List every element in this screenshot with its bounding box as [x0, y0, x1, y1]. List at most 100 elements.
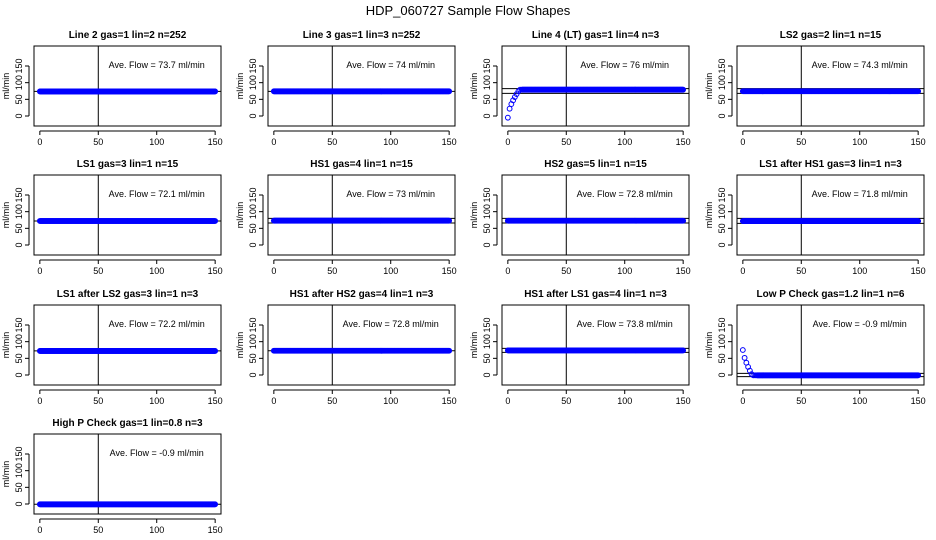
y-tick-label: 150 [248, 317, 258, 332]
data-point [446, 88, 453, 95]
panel-title: LS1 after HS1 gas=3 lin=1 n=3 [759, 159, 902, 170]
panel-5: LS1 gas=3 lin=1 n=15 Ave. Flow = 72.1 ml/… [1, 159, 223, 276]
data-point [446, 347, 453, 354]
panel-2: Line 3 gas=1 lin=3 n=252 Ave. Flow = 74 m… [235, 30, 457, 147]
y-axis-label: ml/min [469, 73, 479, 100]
panel-11: HS1 after LS1 gas=4 lin=1 n=3 Ave. Flow =… [469, 289, 691, 406]
panel-10: HS1 after HS2 gas=4 lin=1 n=3 Ave. Flow =… [235, 289, 457, 406]
average-flow-label: Ave. Flow = -0.9 ml/min [813, 319, 907, 329]
plot-frame [33, 304, 222, 386]
y-tick-label: 50 [14, 94, 24, 104]
plot-frame [33, 433, 222, 515]
x-tick-label: 100 [852, 266, 867, 276]
data-point [212, 218, 219, 224]
panel-1: Line 2 gas=1 lin=2 n=252 Ave. Flow = 73.7… [1, 30, 223, 147]
panel-title: LS2 gas=2 lin=1 n=15 [780, 30, 882, 41]
plot-frame [501, 174, 690, 256]
y-tick-label: 0 [717, 113, 727, 118]
data-point [212, 501, 219, 508]
y-tick-label: 50 [717, 353, 727, 363]
average-flow-label: Ave. Flow = 73 ml/min [346, 189, 435, 199]
x-tick-label: 50 [561, 137, 571, 147]
x-tick-label: 100 [149, 266, 164, 276]
y-tick-label: 0 [14, 242, 24, 247]
y-tick-label: 150 [717, 317, 727, 332]
y-axis-label: ml/min [704, 332, 714, 359]
plot-frame [736, 304, 925, 386]
x-tick-label: 100 [149, 525, 164, 535]
y-tick-label: 150 [717, 187, 727, 202]
panel-title: High P Check gas=1 lin=0.8 n=3 [52, 418, 203, 429]
y-axis-label: ml/min [1, 73, 11, 100]
panel-title: HS1 gas=4 lin=1 n=15 [310, 159, 413, 170]
x-tick-label: 50 [796, 396, 806, 406]
y-tick-label: 50 [482, 223, 492, 233]
x-tick-label: 50 [796, 137, 806, 147]
data-points [504, 217, 687, 224]
y-tick-label: 100 [14, 334, 24, 349]
x-tick-label: 0 [271, 137, 276, 147]
x-tick-label: 100 [149, 137, 164, 147]
y-tick-label: 100 [14, 463, 24, 478]
y-tick-label: 150 [14, 446, 24, 461]
y-axis-label: ml/min [704, 73, 714, 100]
panel-title: HS2 gas=5 lin=1 n=15 [544, 159, 647, 170]
data-point [212, 88, 219, 95]
panel-4: LS2 gas=2 lin=1 n=15 Ave. Flow = 74.3 ml/… [704, 30, 926, 147]
data-points [504, 86, 687, 121]
panel-title: LS1 gas=3 lin=1 n=15 [77, 159, 179, 170]
y-tick-label: 0 [14, 501, 24, 506]
x-tick-label: 150 [208, 137, 223, 147]
y-tick-label: 150 [482, 58, 492, 73]
average-flow-label: Ave. Flow = 71.8 ml/min [812, 189, 908, 199]
y-tick-label: 50 [248, 223, 258, 233]
x-tick-label: 0 [271, 266, 276, 276]
y-tick-label: 100 [248, 204, 258, 219]
data-points [36, 501, 219, 508]
x-tick-label: 0 [505, 266, 510, 276]
data-point [915, 372, 922, 379]
y-tick-label: 50 [482, 353, 492, 363]
y-tick-label: 100 [717, 334, 727, 349]
y-tick-label: 100 [248, 75, 258, 90]
y-tick-label: 50 [482, 94, 492, 104]
y-axis-label: ml/min [1, 461, 11, 488]
x-tick-label: 150 [208, 396, 223, 406]
panel-title: Line 4 (LT) gas=1 lin=4 n=3 [532, 30, 660, 41]
average-flow-label: Ave. Flow = 72.2 ml/min [109, 319, 205, 329]
y-axis-label: ml/min [1, 202, 11, 229]
y-axis-label: ml/min [235, 332, 245, 359]
x-tick-label: 0 [37, 525, 42, 535]
data-points [36, 218, 219, 224]
y-tick-label: 0 [482, 113, 492, 118]
data-points [739, 218, 922, 224]
y-tick-label: 100 [717, 75, 727, 90]
x-tick-label: 0 [37, 396, 42, 406]
data-points [36, 88, 219, 95]
average-flow-label: Ave. Flow = 72.8 ml/min [577, 189, 673, 199]
x-tick-label: 0 [505, 396, 510, 406]
panel-6: HS1 gas=4 lin=1 n=15 Ave. Flow = 73 ml/mi… [235, 159, 457, 276]
x-tick-label: 100 [617, 396, 632, 406]
y-tick-label: 0 [717, 372, 727, 377]
y-tick-label: 150 [14, 58, 24, 73]
y-axis-label: ml/min [704, 202, 714, 229]
data-points [36, 348, 219, 354]
y-tick-label: 100 [14, 204, 24, 219]
x-tick-label: 0 [271, 396, 276, 406]
y-tick-label: 0 [248, 372, 258, 377]
x-tick-label: 0 [740, 137, 745, 147]
data-points [270, 347, 453, 354]
y-tick-label: 0 [14, 113, 24, 118]
y-tick-label: 0 [482, 242, 492, 247]
y-tick-label: 100 [717, 204, 727, 219]
x-tick-label: 100 [383, 266, 398, 276]
panel-title: Line 3 gas=1 lin=3 n=252 [303, 30, 421, 41]
x-tick-label: 150 [442, 137, 457, 147]
y-tick-label: 50 [14, 353, 24, 363]
y-tick-label: 150 [14, 187, 24, 202]
data-point [506, 105, 513, 112]
x-tick-label: 50 [327, 266, 337, 276]
x-tick-label: 50 [327, 396, 337, 406]
